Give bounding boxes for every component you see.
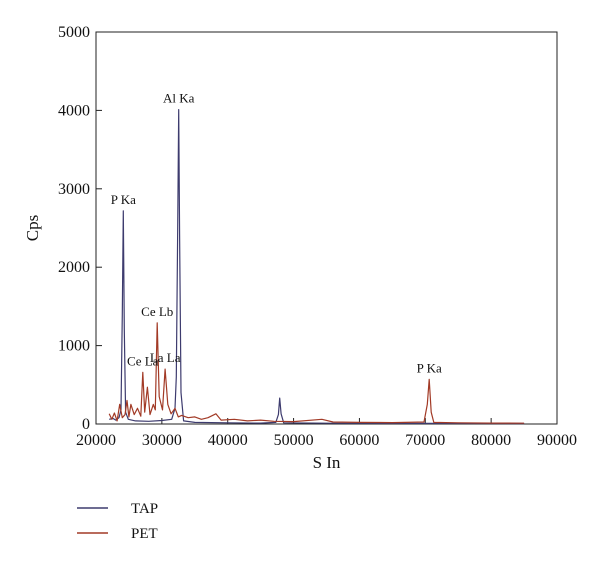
y-tick-label: 4000 [58,102,90,119]
peak-annotation: Ce Lb [141,304,173,319]
peak-annotation: P Ka [111,192,136,207]
x-tick-label: 50000 [274,432,314,449]
peak-annotation: La La [150,350,181,365]
peak-annotation: P Ka [417,360,442,375]
x-tick-label: 40000 [208,432,248,449]
x-axis-title: S In [313,453,341,472]
x-axis-ticks: 20000 30000 40000 50000 60000 70000 80000 90000 [76,418,577,449]
legend-label-tap: TAP [131,501,158,517]
series-line-pet [108,322,525,424]
y-axis-title: Cps [23,215,42,241]
y-tick-label: 3000 [58,181,90,198]
x-tick-label: 70000 [405,432,445,449]
x-tick-label: 30000 [142,432,182,449]
x-tick-label: 90000 [537,432,577,449]
plot-frame [95,31,558,425]
series-line-tap [109,109,525,425]
x-tick-label: 80000 [471,432,511,449]
y-tick-label: 1000 [58,338,90,355]
y-tick-label: 5000 [58,24,90,41]
y-axis-ticks: 0 1000 2000 3000 4000 5000 [58,24,102,433]
legend: TAP PET [77,501,158,542]
series-layer [108,109,525,425]
y-tick-label: 0 [82,416,90,433]
peak-annotation: Al Ka [163,91,195,106]
x-tick-label: 60000 [339,432,379,449]
y-tick-label: 2000 [58,259,90,276]
x-tick-label: 20000 [76,432,116,449]
legend-label-pet: PET [131,526,158,542]
peak-annotation: Ce La [127,353,159,368]
